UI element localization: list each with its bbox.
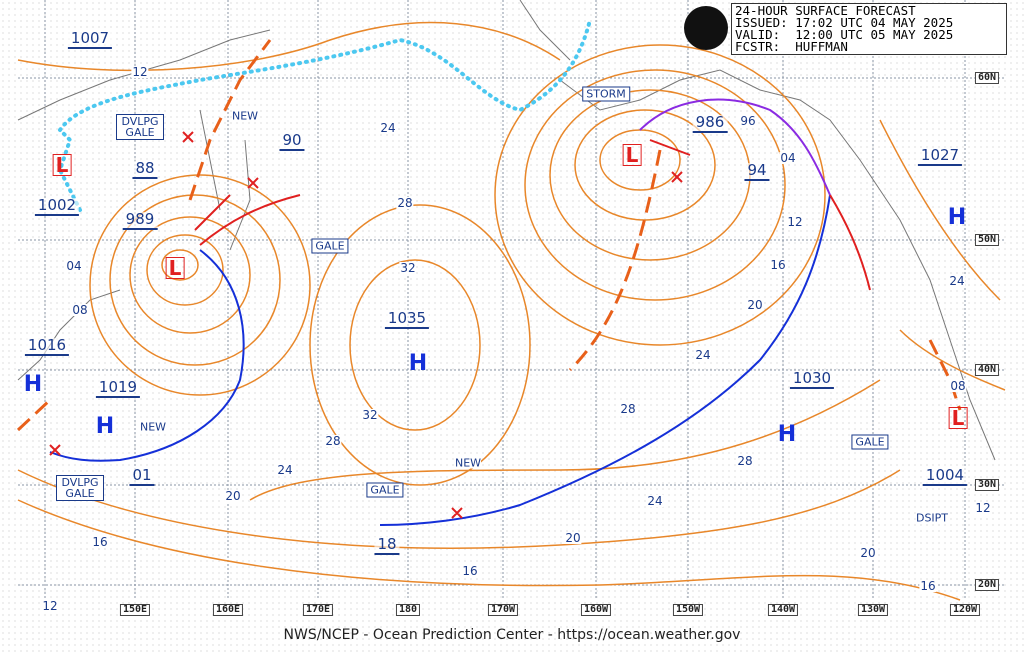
longitude-label: 180	[395, 604, 421, 616]
pressure-label: 1027	[917, 148, 963, 166]
isobar-label: 24	[379, 121, 397, 135]
latitude-label: 50N	[974, 234, 1000, 246]
isobar-label: 20	[224, 489, 242, 503]
isobar-label: 24	[646, 494, 664, 508]
low-center: L	[165, 257, 185, 279]
pressure-label: 90	[279, 133, 305, 151]
latitude-label: 30N	[974, 479, 1000, 491]
latitude-label: 20N	[974, 579, 1000, 591]
note-label: DSIPT	[915, 511, 949, 525]
warning-box: STORM	[582, 86, 630, 102]
isobar-label: 20	[746, 298, 764, 312]
isobar-label: 28	[324, 434, 342, 448]
pressure-label: 1030	[789, 371, 835, 389]
isobar-label: 28	[619, 402, 637, 416]
low-center: L	[52, 154, 72, 176]
isobar-label: 04	[65, 259, 83, 273]
isobar-label: 32	[399, 261, 417, 275]
pressure-label: 94	[744, 163, 770, 181]
pressure-label: 1019	[95, 380, 141, 398]
high-center: H	[95, 414, 115, 439]
pressure-label: 01	[129, 468, 155, 486]
isobar-label: 24	[948, 274, 966, 288]
high-center: H	[947, 205, 967, 230]
latitude-label: 40N	[974, 364, 1000, 376]
isobar-label: 16	[769, 258, 787, 272]
isobar-label: 20	[564, 531, 582, 545]
pressure-label: 18	[374, 537, 400, 555]
footer: NWS/NCEP - Ocean Prediction Center - htt…	[283, 627, 741, 643]
header-line: VALID: 12:00 UTC 05 MAY 2025	[735, 27, 954, 42]
header-box: 24-HOUR SURFACE FORECAST ISSUED: 17:02 UT…	[731, 3, 1007, 55]
latitude-label: 60N	[974, 72, 1000, 84]
longitude-label: 130W	[857, 604, 889, 616]
isobar-label: 12	[786, 215, 804, 229]
low-center: L	[948, 407, 968, 429]
isobar-label: 04	[779, 151, 797, 165]
longitude-label: 150E	[119, 604, 151, 616]
header-line: ISSUED: 17:02 UTC 04 MAY 2025	[735, 15, 954, 30]
longitude-label: 160W	[580, 604, 612, 616]
isobar-label: 16	[91, 535, 109, 549]
longitude-label: 160E	[212, 604, 244, 616]
pressure-label: 1004	[922, 468, 968, 486]
isobar-label: 12	[974, 501, 992, 515]
isobar-label: 12	[131, 65, 149, 79]
isobar-label: 08	[71, 303, 89, 317]
high-center: H	[777, 422, 797, 447]
warning-box: GALE	[366, 482, 404, 498]
isobar-label: 20	[859, 546, 877, 560]
warning-box: DVLPG GALE	[116, 114, 164, 140]
pressure-label: 1016	[24, 338, 70, 356]
isobar-label: 12	[41, 599, 59, 613]
pressure-label: 1007	[67, 31, 113, 49]
longitude-label: 140W	[767, 604, 799, 616]
pressure-label: 1035	[384, 311, 430, 329]
longitude-label: 170E	[302, 604, 334, 616]
isobar-label: 32	[361, 408, 379, 422]
isobar-label: 16	[461, 564, 479, 578]
isobar-label: 08	[949, 379, 967, 393]
note-label: NEW	[139, 420, 167, 434]
noaa-logo	[684, 6, 728, 50]
header-line: FCSTR: HUFFMAN	[735, 39, 848, 54]
isobar-label: 16	[919, 579, 937, 593]
warning-box: GALE	[851, 434, 889, 450]
header-line: 24-HOUR SURFACE FORECAST	[735, 3, 916, 18]
high-center: H	[23, 372, 43, 397]
pressure-label: 989	[122, 212, 158, 230]
pressure-label: 986	[692, 115, 728, 133]
isobar-label: 24	[694, 348, 712, 362]
isobar-label: 24	[276, 463, 294, 477]
high-center: H	[408, 351, 428, 376]
isobar-label: 28	[396, 196, 414, 210]
longitude-label: 150W	[672, 604, 704, 616]
warning-box: GALE	[311, 238, 349, 254]
pressure-label: 88	[132, 161, 158, 179]
isobar-label: 28	[736, 454, 754, 468]
pressure-label: 1002	[34, 198, 80, 216]
note-label: NEW	[454, 456, 482, 470]
isobar-label: 96	[739, 114, 757, 128]
low-center: L	[622, 144, 642, 166]
note-label: NEW	[231, 109, 259, 123]
warning-box: DVLPG GALE	[56, 475, 104, 501]
longitude-label: 170W	[487, 604, 519, 616]
longitude-label: 120W	[949, 604, 981, 616]
